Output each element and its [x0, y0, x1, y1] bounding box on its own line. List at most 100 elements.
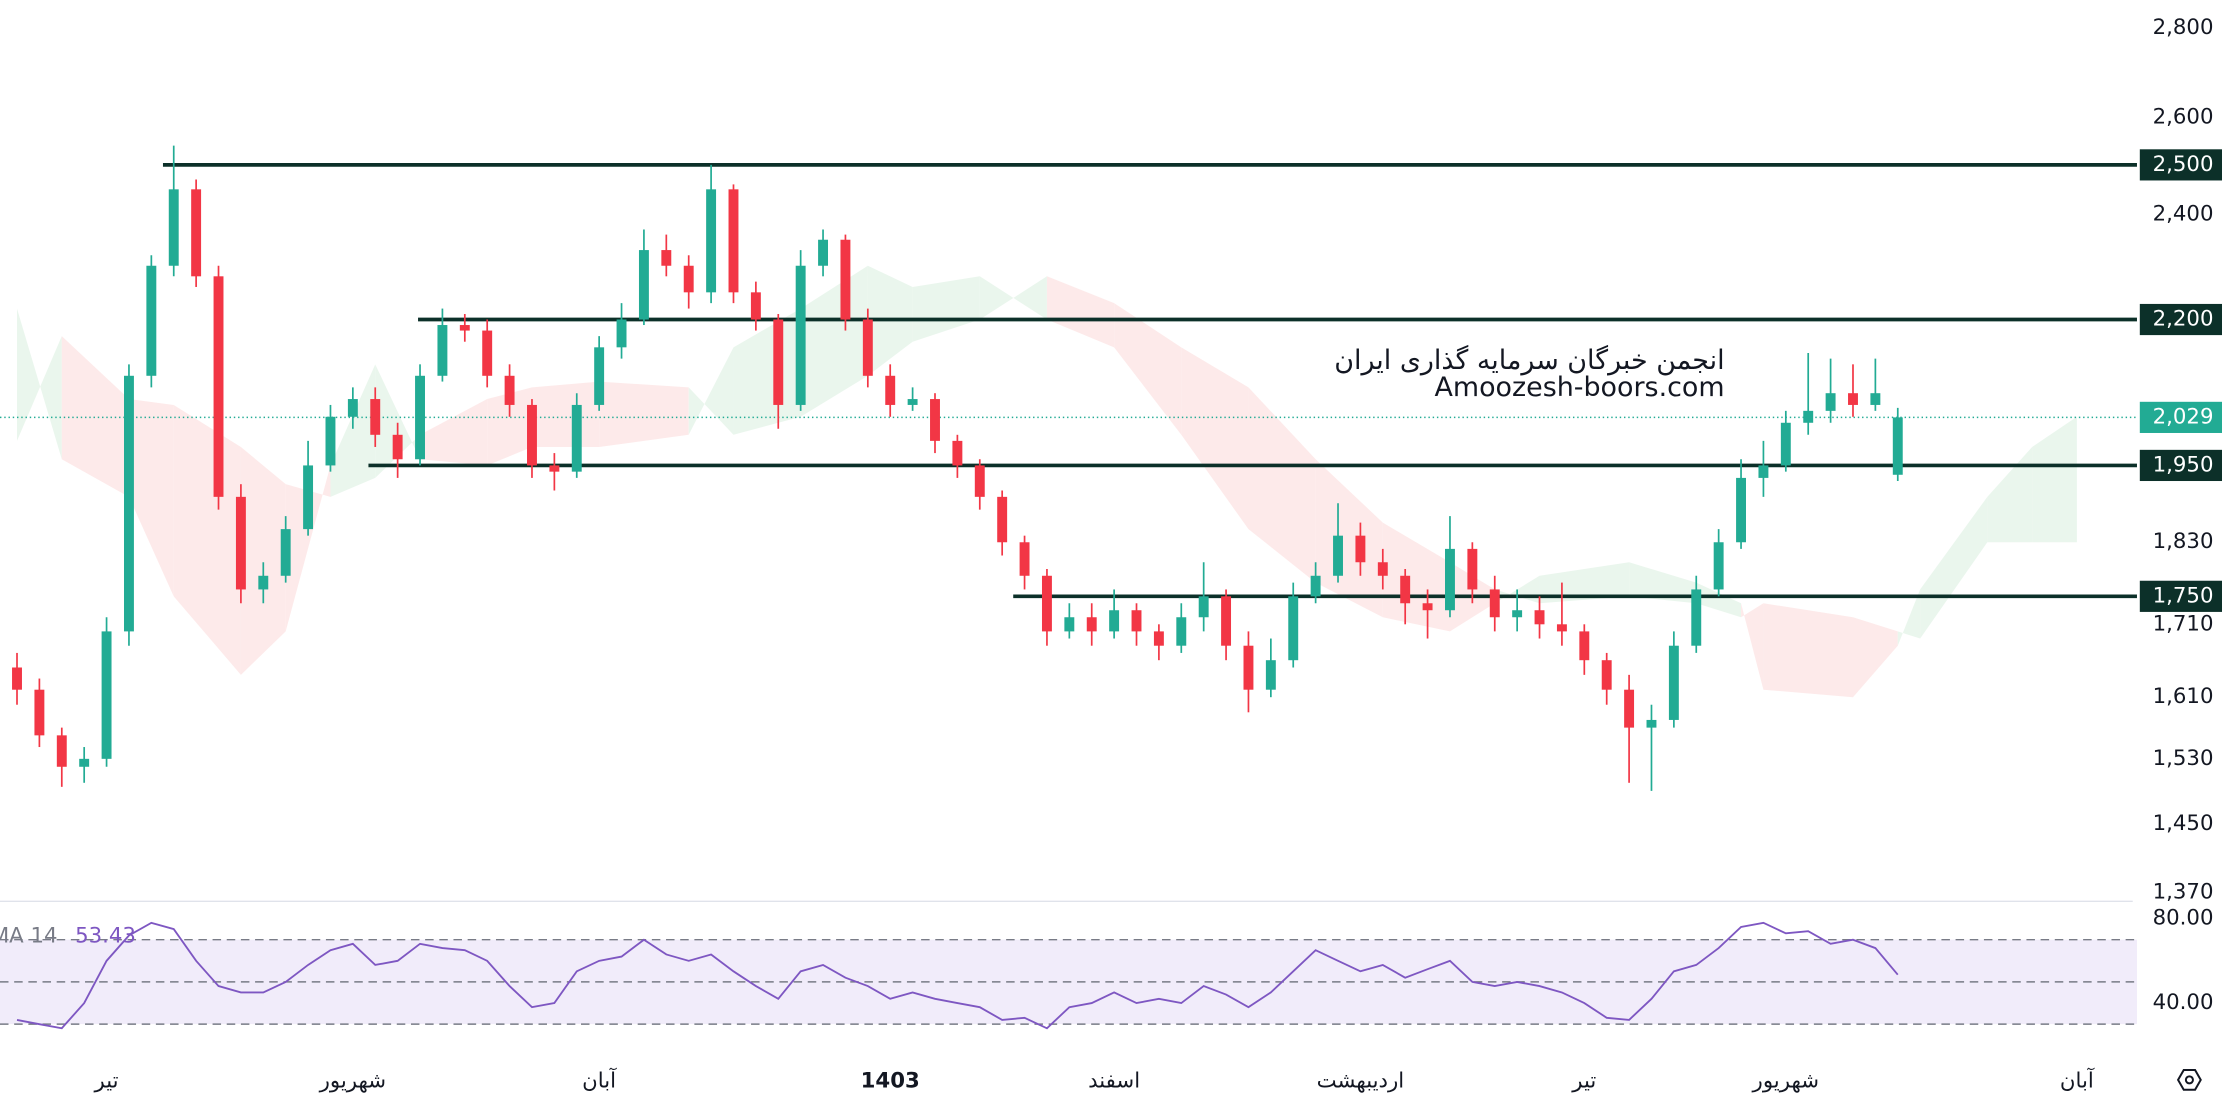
candle-body: [1288, 596, 1299, 661]
cloud-segment: [1920, 496, 1988, 639]
candle-body: [1848, 393, 1858, 405]
last-price-label: 2,029: [2153, 404, 2214, 429]
level-label: 2,200: [2153, 307, 2214, 332]
cloud-segment: [800, 265, 868, 417]
candle-body: [1400, 575, 1411, 604]
cloud-segment: [531, 381, 600, 447]
cloud-segment: [599, 381, 689, 447]
candle-body: [1892, 417, 1903, 475]
cloud-segment: [240, 446, 286, 675]
candle-body: [773, 319, 784, 405]
candle-body: [1736, 477, 1746, 543]
candle-body: [1243, 645, 1254, 690]
candle-body: [1803, 410, 1814, 423]
cloud-segment: [912, 276, 980, 342]
rsi-line: [16, 921, 1899, 1030]
y-tick-label: 2,800: [2153, 15, 2214, 40]
cloud-segment: [285, 465, 331, 632]
settings-icon[interactable]: [2176, 1068, 2202, 1091]
cloud-segment: [688, 347, 734, 435]
candle-body: [616, 319, 627, 348]
level-label-box: [2139, 449, 2222, 482]
candle-body: [1624, 689, 1635, 728]
cloud-segment: [979, 276, 1047, 320]
level-label-box: [2139, 303, 2222, 336]
rsi-tick-label: 40.00: [2153, 990, 2214, 1015]
hexagon: [2176, 1068, 2202, 1091]
cloud-segment: [1629, 562, 1697, 604]
candle-body: [1579, 631, 1590, 661]
cloud-segment: [1315, 459, 1383, 618]
candle-body: [1713, 542, 1724, 590]
y-tick-label: 1,370: [2153, 879, 2214, 904]
candle-body: [303, 465, 314, 530]
candle-body: [1153, 631, 1164, 646]
candle-body: [840, 239, 851, 320]
candle-body: [571, 404, 582, 472]
candle-body: [1131, 610, 1142, 632]
x-tick-label: تیر: [94, 1068, 119, 1093]
candle-body: [1825, 393, 1836, 411]
candle-body: [1668, 645, 1679, 720]
x-tick-label: آبان: [582, 1066, 617, 1093]
candle-body: [258, 575, 269, 590]
candle-body: [191, 189, 202, 277]
x-tick-label: آبان: [2060, 1066, 2095, 1093]
cloud-segment: [128, 399, 174, 597]
candle-body: [527, 404, 537, 466]
candle-body: [1601, 660, 1612, 690]
level-label-box: [2139, 149, 2222, 181]
candle-body: [1265, 660, 1276, 690]
x-tick-label: اسفند: [1088, 1068, 1140, 1093]
x-tick-label: 1403: [861, 1068, 920, 1093]
candle-body: [1355, 535, 1366, 563]
candle-body: [750, 292, 761, 320]
rsi-legend-value: 53.43: [75, 924, 136, 949]
cloud-segment: [1741, 603, 1764, 690]
cloud-segment: [1763, 603, 1853, 698]
candle-body: [1445, 548, 1455, 611]
candle-body: [1221, 596, 1232, 646]
candle-body: [459, 325, 470, 331]
candle-body: [1019, 542, 1030, 576]
x-tick-label: شهریور: [319, 1068, 386, 1093]
candle-body: [437, 325, 448, 376]
y-tick-label: 1,530: [2153, 746, 2214, 771]
cloud-segment: [330, 364, 376, 497]
y-tick-label: 1,710: [2153, 611, 2214, 636]
candle-body: [1780, 422, 1791, 466]
rsi-legend-name: SMA 14: [0, 924, 57, 949]
cloud-segment: [375, 364, 421, 478]
candle-body: [1198, 596, 1209, 618]
candle-body: [1870, 393, 1881, 405]
candle-body: [706, 189, 717, 293]
candle-body: [1512, 610, 1523, 618]
y-tick-label: 1,610: [2153, 684, 2214, 709]
cloud-segment: [17, 308, 62, 460]
y-tick-label: 2,600: [2153, 104, 2214, 129]
cloud-segment: [487, 387, 532, 466]
watermark-text: Amoozesh-boors.com: [1434, 372, 1724, 403]
cloud-segment: [61, 336, 129, 497]
candle-body: [235, 496, 246, 590]
candle-body: [1109, 610, 1120, 632]
candle-body: [1556, 624, 1567, 632]
candle-body: [885, 375, 896, 405]
candle-body: [1489, 589, 1500, 618]
candle-body: [1422, 603, 1433, 611]
level-label-box: [2139, 580, 2222, 612]
cloud-segment: [1382, 522, 1450, 632]
candle-body: [661, 250, 672, 266]
candle-body: [168, 189, 179, 266]
candle-body: [638, 250, 649, 320]
cloud-segment: [1852, 617, 1898, 698]
candle-body: [1646, 719, 1657, 728]
candle-body: [1176, 617, 1187, 646]
candle-body: [79, 758, 90, 767]
candle-body: [1041, 575, 1052, 632]
last-price-box: [2139, 401, 2222, 433]
candle-body: [907, 399, 918, 405]
y-tick-label: 2,400: [2153, 201, 2214, 226]
y-tick-label: 1,450: [2153, 811, 2214, 836]
x-tick-label: شهریور: [1752, 1068, 1819, 1093]
